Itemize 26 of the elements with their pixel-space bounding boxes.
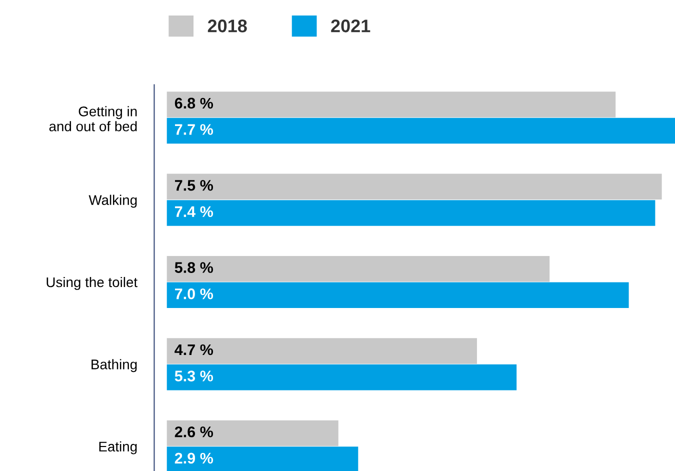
bar — [166, 118, 675, 144]
data-label: 7.0 % — [175, 288, 214, 300]
data-label: 4.7 % — [174, 344, 214, 356]
data-label: 7.5 % — [175, 180, 214, 191]
bar — [166, 364, 517, 390]
y-tick-label: Walking — [88, 194, 137, 208]
bar — [166, 338, 477, 364]
bar — [166, 174, 662, 200]
y-tick-label: Getting in and out of bed — [49, 106, 137, 132]
bar — [166, 282, 629, 308]
legend-label: 2018 — [208, 20, 247, 32]
y-tick-label: Using the toilet — [46, 276, 138, 290]
y-tick-label: Bathing — [92, 359, 137, 372]
bar — [166, 92, 616, 118]
legend-label: 2021 — [331, 20, 370, 32]
bar — [166, 420, 338, 446]
data-label: 5.3 % — [174, 370, 214, 382]
y-tick-label: Eating — [99, 441, 137, 454]
data-label: 7.4 % — [175, 206, 214, 218]
data-label: 7.7 % — [175, 124, 214, 135]
data-label: 6.8 % — [174, 98, 214, 109]
data-label: 2.9 % — [174, 452, 214, 464]
data-label: 2.6 % — [174, 426, 214, 438]
data-label: 5.8 % — [174, 262, 214, 273]
bar — [166, 200, 656, 226]
bar — [166, 256, 550, 282]
